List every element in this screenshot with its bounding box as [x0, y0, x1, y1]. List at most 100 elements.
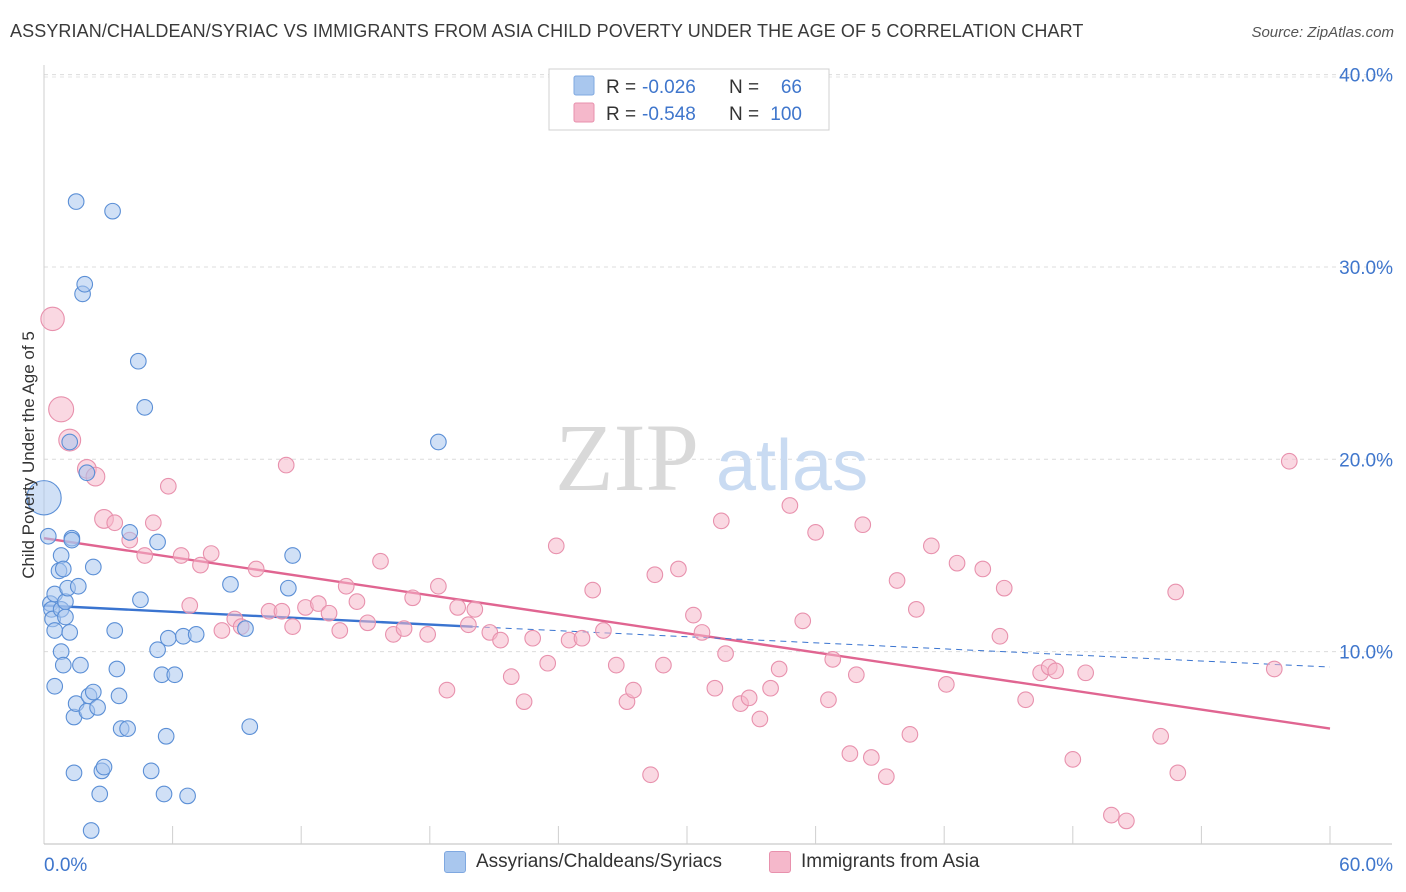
legend-swatch-blue — [444, 851, 466, 873]
point-assyrians — [142, 762, 160, 780]
watermark-zip: ZIP — [555, 404, 699, 511]
point-assyrians — [61, 433, 79, 451]
y-tick-label: 10.0% — [1339, 643, 1393, 664]
stats-r-label-pink: R = — [606, 104, 636, 125]
point-immigrants-asia — [854, 516, 872, 534]
point-immigrants-asia — [937, 676, 955, 693]
x-tick-label: 60.0% — [1339, 855, 1393, 876]
point-immigrants-asia — [717, 645, 734, 662]
tick-labels: 10.0% 20.0% 30.0% 40.0% 0.0% 60.0% — [44, 66, 1393, 876]
point-immigrants-asia — [492, 631, 509, 649]
point-immigrants-asia — [48, 396, 75, 423]
point-immigrants-asia — [862, 749, 880, 766]
point-immigrants-asia — [40, 306, 65, 332]
point-immigrants-asia — [159, 477, 177, 495]
point-assyrians — [76, 275, 94, 293]
point-immigrants-asia — [438, 681, 456, 699]
point-immigrants-asia — [430, 577, 447, 595]
point-immigrants-asia — [1265, 660, 1283, 678]
point-assyrians — [129, 352, 147, 370]
point-immigrants-asia — [1047, 662, 1065, 680]
point-assyrians — [121, 524, 139, 541]
point-assyrians — [155, 785, 173, 803]
point-assyrians — [84, 558, 102, 576]
stats-legend: R = -0.026 N = 66 R = -0.548 N = 100 — [548, 68, 830, 131]
point-immigrants-asia — [901, 726, 919, 743]
point-assyrians — [119, 720, 136, 737]
point-immigrants-asia — [460, 616, 477, 634]
point-assyrians — [46, 622, 64, 639]
point-assyrians — [82, 822, 100, 839]
legend-item-immigrants-asia[interactable]: Immigrants from Asia — [769, 851, 979, 873]
point-immigrants-asia — [337, 577, 355, 595]
point-assyrians — [63, 531, 81, 549]
point-assyrians — [430, 433, 447, 451]
point-immigrants-asia — [277, 456, 295, 474]
point-assyrians — [67, 193, 85, 210]
y-tick-label: 20.0% — [1339, 450, 1393, 471]
point-assyrians — [54, 656, 72, 674]
legend-label-immigrants-asia: Immigrants from Asia — [801, 851, 980, 872]
point-immigrants-asia — [309, 595, 327, 612]
x-tick-label: 0.0% — [44, 855, 87, 876]
data-points — [26, 193, 1298, 839]
point-immigrants-asia — [820, 691, 837, 709]
point-immigrants-asia — [284, 618, 301, 635]
point-immigrants-asia — [1118, 812, 1135, 830]
point-assyrians — [39, 527, 57, 545]
point-assyrians — [279, 579, 297, 597]
point-immigrants-asia — [922, 537, 940, 555]
point-immigrants-asia — [991, 627, 1009, 645]
stats-n-label-blue: N = — [729, 77, 759, 98]
point-immigrants-asia — [1103, 806, 1120, 824]
point-immigrants-asia — [202, 545, 220, 562]
point-immigrants-asia — [706, 679, 724, 697]
point-immigrants-asia — [1064, 751, 1082, 768]
point-immigrants-asia — [1017, 691, 1034, 709]
point-immigrants-asia — [770, 660, 788, 678]
point-immigrants-asia — [781, 497, 799, 514]
stats-r-value-pink: -0.548 — [642, 104, 696, 125]
point-immigrants-asia — [655, 656, 672, 674]
point-immigrants-asia — [106, 514, 124, 532]
point-immigrants-asia — [539, 654, 557, 672]
point-immigrants-asia — [273, 602, 291, 620]
point-assyrians — [284, 547, 301, 564]
point-assyrians — [110, 687, 128, 705]
point-immigrants-asia — [247, 560, 265, 578]
point-immigrants-asia — [419, 625, 437, 643]
point-immigrants-asia — [642, 766, 659, 784]
point-assyrians — [222, 575, 239, 593]
point-assyrians — [84, 683, 102, 701]
axes — [43, 65, 1392, 845]
point-immigrants-asia — [573, 629, 591, 647]
point-immigrants-asia — [466, 600, 484, 618]
point-immigrants-asia — [877, 768, 895, 786]
source-label: Source: ZipAtlas.com — [1251, 24, 1394, 41]
point-assyrians — [179, 787, 196, 805]
y-axis-label: Child Poverty Under the Age of 5 — [19, 331, 38, 579]
point-immigrants-asia — [348, 593, 366, 610]
point-immigrants-asia — [372, 552, 389, 570]
legend-item-assyrians[interactable]: Assyrians/Chaldeans/Syriacs — [444, 851, 722, 873]
point-immigrants-asia — [625, 681, 642, 699]
point-immigrants-asia — [584, 581, 602, 599]
stats-r-label-blue: R = — [606, 77, 636, 98]
stats-legend-swatch-blue — [573, 75, 595, 96]
stats-n-value-pink: 100 — [770, 104, 802, 125]
y-tick-label: 30.0% — [1339, 258, 1393, 279]
point-immigrants-asia — [685, 606, 702, 624]
point-assyrians — [91, 785, 109, 803]
point-immigrants-asia — [888, 572, 906, 589]
point-immigrants-asia — [331, 622, 349, 639]
point-immigrants-asia — [172, 547, 190, 564]
point-immigrants-asia — [524, 629, 542, 647]
point-assyrians — [149, 533, 166, 551]
point-immigrants-asia — [595, 622, 612, 639]
point-assyrians — [108, 660, 126, 678]
point-immigrants-asia — [1280, 452, 1298, 470]
point-immigrants-asia — [404, 589, 422, 607]
point-immigrants-asia — [807, 524, 824, 541]
stats-legend-swatch-pink — [573, 102, 595, 123]
